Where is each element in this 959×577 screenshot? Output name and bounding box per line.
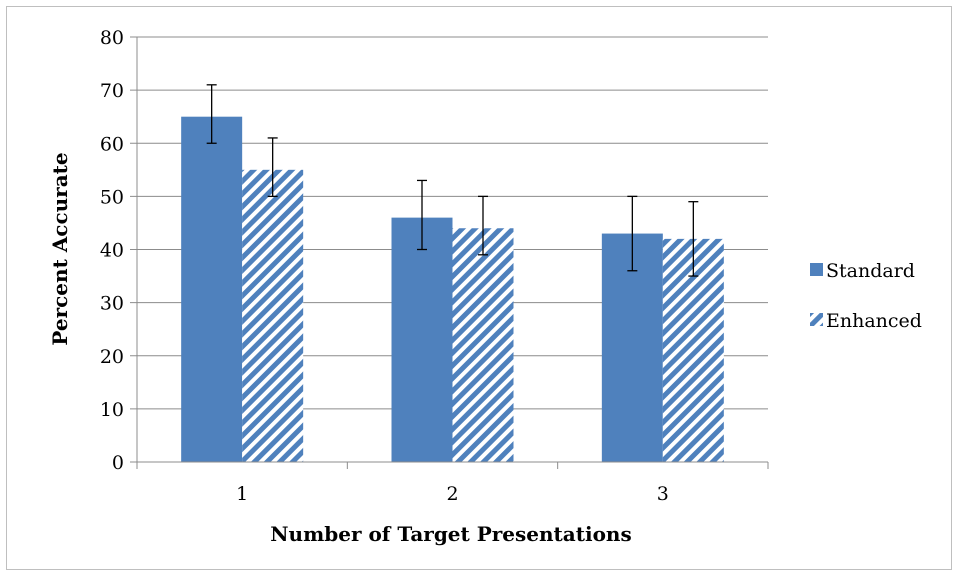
x-tick-label: 3	[657, 483, 669, 505]
y-tick-label: 40	[100, 240, 124, 262]
bar-standard-3	[601, 233, 663, 462]
y-tick-label: 10	[100, 399, 124, 421]
y-tick-label: 70	[100, 80, 124, 102]
legend-label-enhanced: Enhanced	[826, 310, 922, 332]
bar-standard-1	[181, 116, 243, 462]
legend-swatch-enhanced	[810, 313, 823, 326]
tick-labels: 0 10 20 30 40 50 60 70 80 1 2 3	[100, 27, 669, 505]
y-tick-label: 0	[112, 452, 124, 474]
y-tick-label: 50	[100, 186, 124, 208]
bar-enhanced-1	[242, 169, 304, 462]
x-axis-title: Number of Target Presentations	[270, 522, 631, 546]
y-tick-label: 80	[100, 27, 124, 49]
bar-standard-2	[391, 217, 453, 462]
y-tick-label: 20	[100, 346, 124, 368]
x-tick-label: 2	[446, 483, 458, 505]
legend-swatch-standard	[810, 263, 823, 276]
x-tick-label: 1	[236, 483, 248, 505]
y-axis-title: Percent Accurate	[48, 152, 72, 345]
legend: Standard Enhanced	[810, 260, 922, 332]
legend-label-standard: Standard	[826, 260, 915, 282]
axes	[136, 37, 769, 469]
error-bars	[206, 84, 699, 277]
bar-enhanced-2	[452, 228, 514, 462]
y-tick-label: 60	[100, 133, 124, 155]
bars	[181, 116, 724, 462]
y-tick-label: 30	[100, 293, 124, 315]
